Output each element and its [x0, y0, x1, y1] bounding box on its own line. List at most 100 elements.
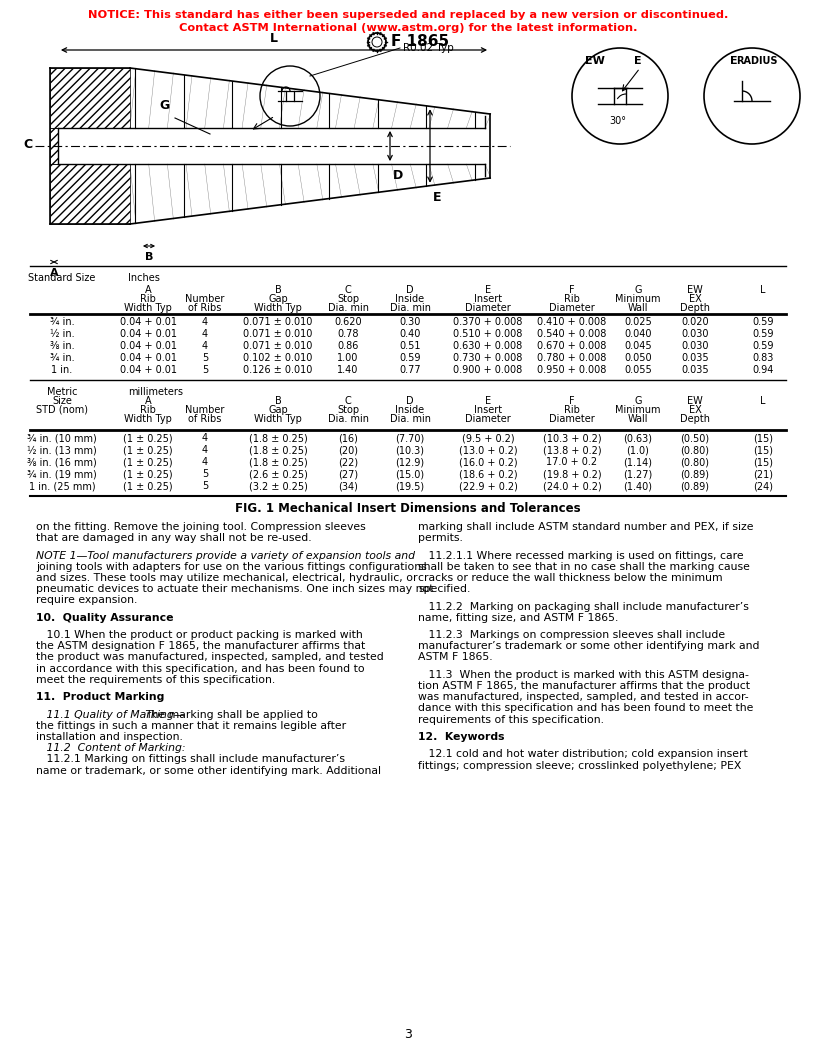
Text: Rib: Rib: [564, 294, 580, 304]
Text: Diameter: Diameter: [549, 414, 595, 425]
Text: 0.540 + 0.008: 0.540 + 0.008: [537, 329, 606, 339]
Text: Dia. min: Dia. min: [327, 414, 369, 425]
Text: 4: 4: [202, 329, 208, 339]
Text: Size: Size: [52, 396, 72, 406]
Text: Width Typ: Width Typ: [254, 414, 302, 425]
Text: 0.020: 0.020: [681, 318, 709, 327]
Text: 3: 3: [404, 1027, 412, 1040]
Text: 11.3  When the product is marked with this ASTM designa-: 11.3 When the product is marked with thi…: [418, 670, 749, 680]
Text: RADIUS: RADIUS: [736, 56, 778, 65]
Text: (21): (21): [753, 470, 773, 479]
Text: 0.670 + 0.008: 0.670 + 0.008: [537, 341, 606, 352]
Text: EW: EW: [687, 396, 703, 406]
Text: 0.51: 0.51: [399, 341, 421, 352]
Text: 0.59: 0.59: [752, 329, 774, 339]
Text: Gap: Gap: [268, 406, 288, 415]
Text: manufacturer’s trademark or some other identifying mark and: manufacturer’s trademark or some other i…: [418, 641, 760, 652]
Text: Inches: Inches: [128, 274, 160, 283]
Text: 0.055: 0.055: [624, 365, 652, 375]
Text: 0.620: 0.620: [335, 318, 361, 327]
Text: EX: EX: [689, 294, 702, 304]
Text: 0.035: 0.035: [681, 365, 709, 375]
Text: 0.071 ± 0.010: 0.071 ± 0.010: [243, 341, 313, 352]
Text: marking shall include ASTM standard number and PEX, if size: marking shall include ASTM standard numb…: [418, 522, 753, 532]
Text: (16): (16): [338, 433, 358, 444]
Text: (0.80): (0.80): [681, 457, 709, 468]
Text: 0.370 + 0.008: 0.370 + 0.008: [454, 318, 523, 327]
Text: C: C: [23, 137, 32, 151]
Text: ½ in.: ½ in.: [50, 329, 74, 339]
Text: 0.04 + 0.01: 0.04 + 0.01: [119, 318, 176, 327]
Text: D: D: [393, 169, 403, 182]
Text: Gap: Gap: [268, 294, 288, 304]
Text: 0.410 + 0.008: 0.410 + 0.008: [538, 318, 606, 327]
Text: 30°: 30°: [610, 116, 627, 126]
Text: 4: 4: [202, 341, 208, 352]
Text: 0.030: 0.030: [681, 341, 709, 352]
Text: of Ribs: of Ribs: [188, 414, 222, 425]
Text: (1.8 ± 0.25): (1.8 ± 0.25): [249, 457, 308, 468]
Text: (2.6 ± 0.25): (2.6 ± 0.25): [249, 470, 308, 479]
Text: E: E: [485, 396, 491, 406]
Text: in accordance with this specification, and has been found to: in accordance with this specification, a…: [36, 663, 365, 674]
Text: (0.50): (0.50): [681, 433, 710, 444]
Text: name, fitting size, and ASTM F 1865.: name, fitting size, and ASTM F 1865.: [418, 612, 619, 623]
Text: 0.30: 0.30: [399, 318, 421, 327]
Text: C: C: [344, 396, 352, 406]
Text: FIG. 1 Mechanical Insert Dimensions and Tolerances: FIG. 1 Mechanical Insert Dimensions and …: [235, 502, 581, 515]
Text: 0.045: 0.045: [624, 341, 652, 352]
Text: Metric: Metric: [47, 386, 78, 397]
Text: Stop: Stop: [337, 406, 359, 415]
Text: B: B: [275, 396, 282, 406]
Text: 12.1 cold and hot water distribution; cold expansion insert: 12.1 cold and hot water distribution; co…: [418, 750, 747, 759]
Text: A: A: [50, 268, 58, 278]
Text: Dia. min: Dia. min: [389, 303, 431, 313]
Text: (9.5 + 0.2): (9.5 + 0.2): [462, 433, 514, 444]
Text: Diameter: Diameter: [465, 303, 511, 313]
Text: 11.2.2  Marking on packaging shall include manufacturer’s: 11.2.2 Marking on packaging shall includ…: [418, 602, 749, 611]
Text: that are damaged in any way shall not be re-used.: that are damaged in any way shall not be…: [36, 533, 312, 543]
Bar: [50, 68, 130, 128]
Text: (1 ± 0.25): (1 ± 0.25): [123, 457, 173, 468]
Text: Wall: Wall: [628, 303, 648, 313]
Text: Width Typ: Width Typ: [124, 414, 172, 425]
Text: (1.8 ± 0.25): (1.8 ± 0.25): [249, 433, 308, 444]
Text: (24): (24): [753, 482, 773, 491]
Text: on the fitting. Remove the joining tool. Compression sleeves: on the fitting. Remove the joining tool.…: [36, 522, 366, 532]
Text: fittings; compression sleeve; crosslinked polyethylene; PEX: fittings; compression sleeve; crosslinke…: [418, 760, 742, 771]
Text: 0.04 + 0.01: 0.04 + 0.01: [119, 329, 176, 339]
Text: millimeters: millimeters: [128, 386, 183, 397]
Text: the product was manufactured, inspected, sampled, and tested: the product was manufactured, inspected,…: [36, 653, 384, 662]
Text: B: B: [275, 285, 282, 295]
Text: G: G: [634, 396, 641, 406]
Text: (1.8 ± 0.25): (1.8 ± 0.25): [249, 446, 308, 455]
Text: (15): (15): [753, 457, 773, 468]
Text: NOTE 1—Tool manufacturers provide a variety of expansion tools and: NOTE 1—Tool manufacturers provide a vari…: [36, 550, 415, 561]
Text: (1.40): (1.40): [623, 482, 653, 491]
Text: (13.0 + 0.2): (13.0 + 0.2): [459, 446, 517, 455]
Text: 0.071 ± 0.010: 0.071 ± 0.010: [243, 318, 313, 327]
Text: (16.0 + 0.2): (16.0 + 0.2): [459, 457, 517, 468]
Text: L: L: [270, 32, 278, 45]
Text: (0.89): (0.89): [681, 482, 709, 491]
Text: 0.78: 0.78: [337, 329, 359, 339]
Text: L: L: [761, 396, 765, 406]
Text: Rib: Rib: [140, 294, 156, 304]
Text: The marking shall be applied to: The marking shall be applied to: [145, 710, 318, 719]
Text: 17.0 + 0.2: 17.0 + 0.2: [547, 457, 597, 468]
Text: Inside: Inside: [396, 406, 424, 415]
Text: (15): (15): [753, 433, 773, 444]
Text: 0.59: 0.59: [752, 341, 774, 352]
Text: 0.730 + 0.008: 0.730 + 0.008: [454, 354, 523, 363]
Text: installation and inspection.: installation and inspection.: [36, 732, 183, 742]
Text: Minimum: Minimum: [615, 406, 661, 415]
Text: 0.040: 0.040: [624, 329, 652, 339]
Text: G: G: [634, 285, 641, 295]
Text: 0.77: 0.77: [399, 365, 421, 375]
Text: ¾ in.: ¾ in.: [50, 354, 74, 363]
Text: D: D: [406, 285, 414, 295]
Text: F: F: [570, 285, 574, 295]
Text: ½ in. (13 mm): ½ in. (13 mm): [27, 446, 97, 455]
Text: (12.9): (12.9): [396, 457, 424, 468]
Text: 0.59: 0.59: [399, 354, 421, 363]
